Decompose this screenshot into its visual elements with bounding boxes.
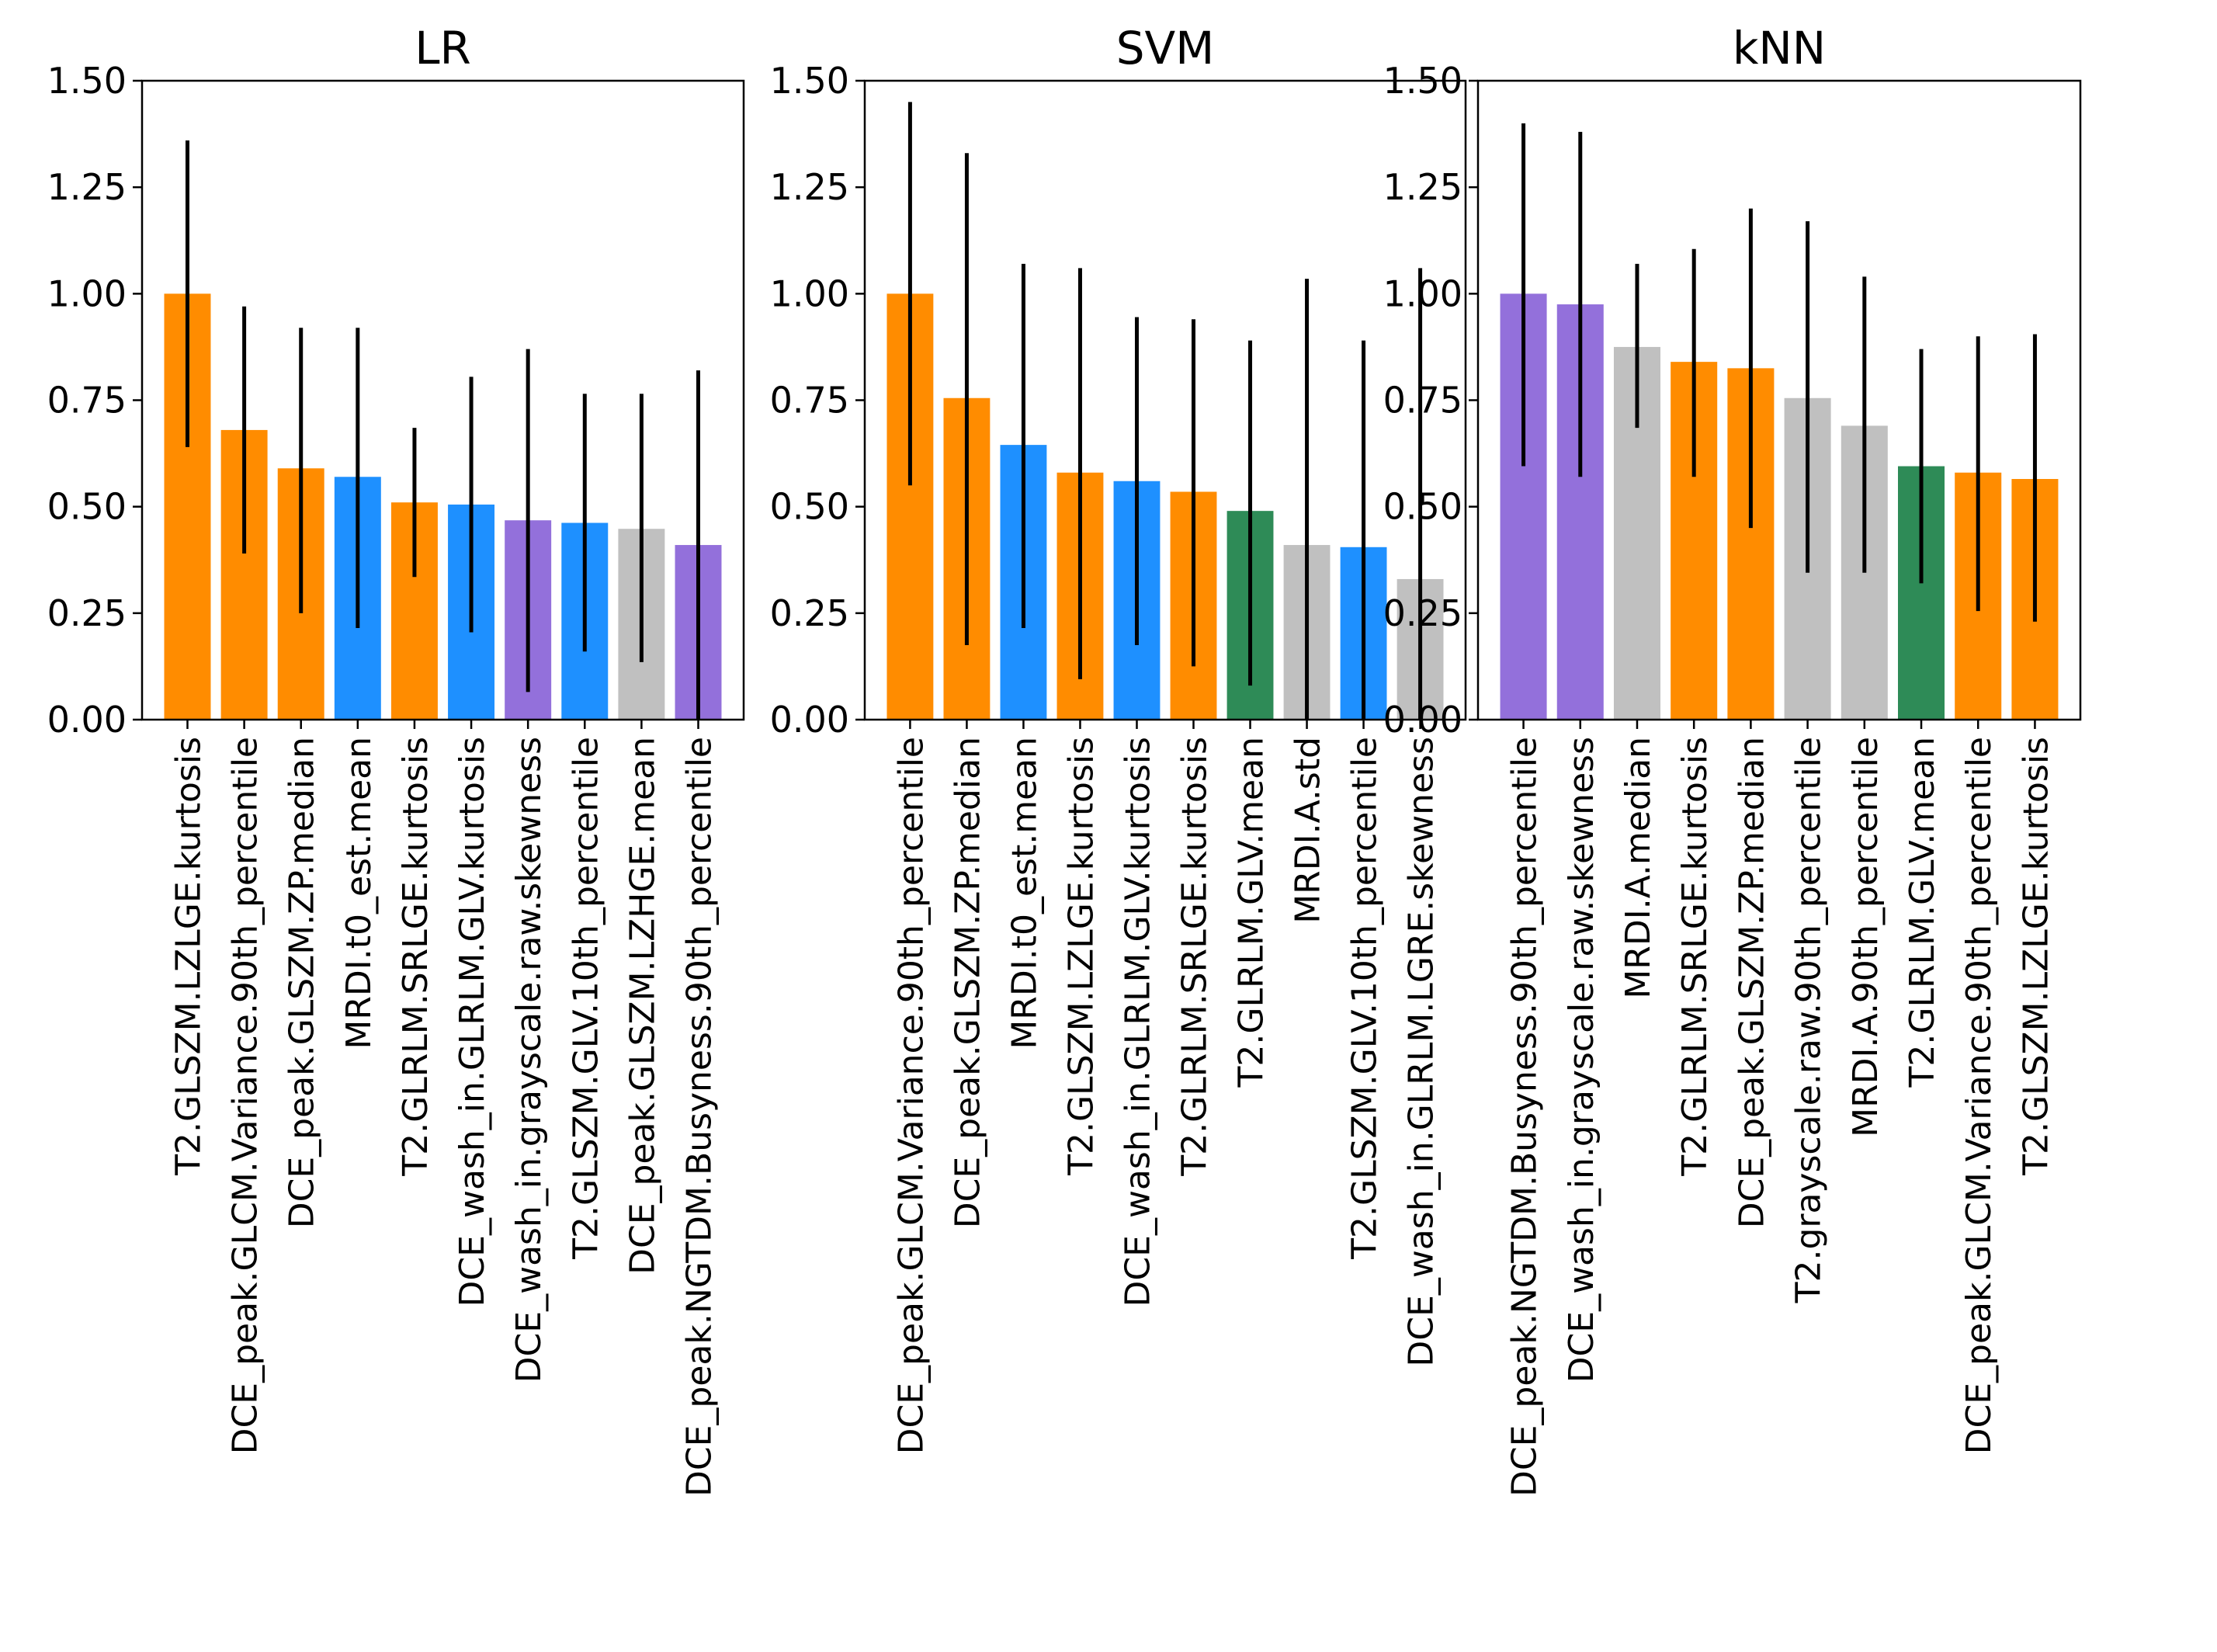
y-tick-label: 0.75 [47, 380, 127, 422]
x-tick-label: DCE_peak.GLSZM.LZHGE.mean [623, 737, 662, 1275]
x-tick-label: DCE_peak.GLCM.Variance.90th_percentile [891, 737, 931, 1454]
x-tick-label: DCE_peak.GLSZM.ZP.median [283, 737, 322, 1228]
x-tick-label: MRDI.t0_est.mean [339, 737, 379, 1050]
x-tick-label: MRDI.t0_est.mean [1004, 737, 1044, 1050]
panel-svm: SVM 0.00 0.25 0.50 0.75 1.00 1.25 1.50 DCE_peak.… [770, 22, 1467, 1454]
x-tick-label: T2.GLRLM.SRLGE.kurtosis [1675, 737, 1715, 1177]
x-tick-label: DCE_peak.NGTDM.Busyness.90th_percentile [680, 737, 720, 1497]
y-tick-label: 1.25 [47, 166, 127, 208]
panel-title: kNN [1733, 22, 1826, 75]
x-tick-label: DCE_wash_in.GLRLM.GLV.kurtosis [1118, 737, 1157, 1307]
x-tick-label: DCE_wash_in.grayscale.raw.skewness [1562, 737, 1601, 1383]
panel-title: LR [415, 22, 471, 75]
y-tick-label: 0.00 [47, 699, 127, 741]
x-tick-label: DCE_wash_in.GLRLM.LGRE.skewness [1402, 737, 1442, 1367]
x-tick-label: T2.GLRLM.SRLGE.kurtosis [396, 737, 435, 1177]
x-tick-label: DCE_wash_in.GLRLM.GLV.kurtosis [453, 737, 492, 1307]
y-tick-label: 0.75 [770, 380, 849, 422]
x-tick-label: MRDI.A.std [1289, 737, 1328, 924]
y-tick-label: 1.00 [47, 272, 127, 314]
y-tick-label: 1.00 [1383, 272, 1462, 314]
x-tick-label: T2.grayscale.raw.90th_percentile [1789, 737, 1829, 1303]
x-tick-label: T2.GLRLM.SRLGE.kurtosis [1175, 737, 1215, 1177]
x-tick-label: MRDI.A.90th_percentile [1846, 737, 1886, 1137]
x-tick-label: T2.GLSZM.GLV.10th_percentile [1345, 737, 1385, 1260]
y-tick-label: 1.50 [770, 60, 849, 102]
x-tick-label: T2.GLRLM.GLV.mean [1232, 737, 1272, 1088]
y-tick-label: 0.25 [1383, 592, 1462, 634]
y-tick-label: 0.25 [47, 592, 127, 634]
x-tick-label: DCE_peak.GLCM.Variance.90th_percentile [1959, 737, 1999, 1454]
y-tick-label: 0.75 [1383, 380, 1462, 422]
y-tick-label: 1.25 [1383, 166, 1462, 208]
x-tick-label: DCE_peak.GLSZM.ZP.median [948, 737, 987, 1228]
y-tick-label: 0.25 [770, 592, 849, 634]
x-tick-label: DCE_peak.GLSZM.ZP.median [1732, 737, 1771, 1228]
x-tick-label: T2.GLSZM.LZLGE.kurtosis [168, 737, 208, 1176]
panel-title: SVM [1116, 22, 1215, 75]
y-tick-label: 1.50 [47, 60, 127, 102]
y-tick-label: 1.00 [770, 272, 849, 314]
panel-knn: kNN 0.00 0.25 0.50 0.75 1.00 1.25 1.50 DCE_peak.… [1383, 22, 2082, 1497]
x-tick-label: T2.GLSZM.LZLGE.kurtosis [1061, 737, 1101, 1176]
x-tick-label: DCE_peak.GLCM.Variance.90th_percentile [226, 737, 265, 1454]
panel-lr: LR 0.00 0.25 0.50 0.75 1.00 1.25 1.50 T2.GLSZM.L… [47, 22, 745, 1497]
y-tick-label: 0.50 [1383, 486, 1462, 528]
x-tick-label: T2.GLSZM.LZLGE.kurtosis [2016, 737, 2056, 1176]
y-tick-label: 0.00 [1383, 699, 1462, 741]
x-tick-label: DCE_wash_in.grayscale.raw.skewness [509, 737, 549, 1383]
y-tick-label: 0.50 [770, 486, 849, 528]
y-tick-label: 1.25 [770, 166, 849, 208]
x-tick-label: T2.GLRLM.GLV.mean [1903, 737, 1942, 1088]
x-tick-label: T2.GLSZM.GLV.10th_percentile [566, 737, 605, 1260]
y-tick-label: 0.00 [770, 699, 849, 741]
x-tick-label: MRDI.A.median [1619, 737, 1658, 999]
y-tick-label: 0.50 [47, 486, 127, 528]
x-tick-label: DCE_peak.NGTDM.Busyness.90th_percentile [1505, 737, 1545, 1497]
y-tick-label: 1.50 [1383, 60, 1462, 102]
